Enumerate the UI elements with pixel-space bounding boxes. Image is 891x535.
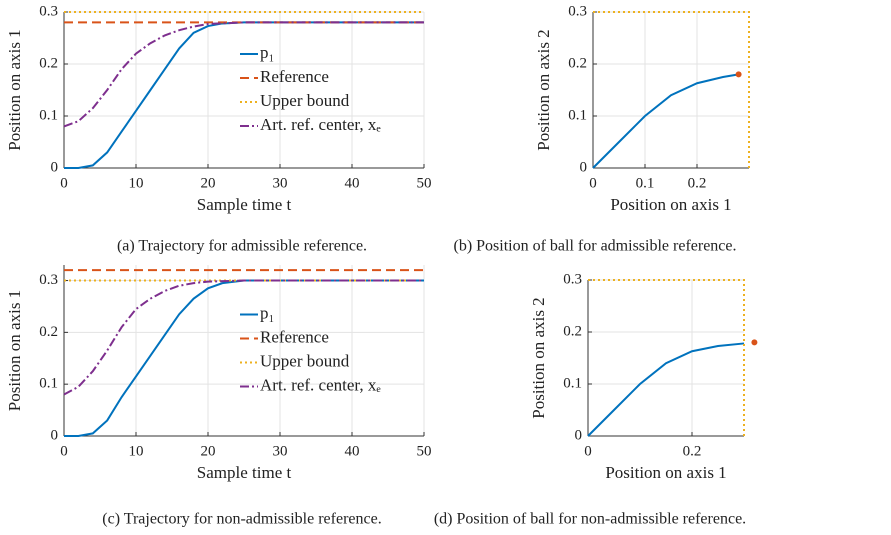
legend-label: p₁ xyxy=(260,303,274,322)
series-line xyxy=(592,73,739,169)
y-axis-label: Position on axis 1 xyxy=(5,29,24,150)
y-tick-label: 0.3 xyxy=(39,3,58,19)
series-line xyxy=(593,11,750,168)
y-axis-label: Position on axis 1 xyxy=(5,290,24,411)
series-line xyxy=(64,279,424,437)
x-tick-label: 30 xyxy=(273,175,288,191)
y-tick-label: 0.2 xyxy=(568,55,587,71)
x-tick-label: 0 xyxy=(60,443,68,459)
x-axis-label: Position on axis 1 xyxy=(610,195,731,214)
legend-label: p₁ xyxy=(260,43,274,62)
x-tick-label: 0 xyxy=(60,175,68,191)
y-tick-label: 0 xyxy=(575,427,583,443)
y-axis-label: Position on axis 2 xyxy=(529,297,548,418)
x-tick-label: 30 xyxy=(273,443,288,459)
y-tick-label: 0.1 xyxy=(39,376,58,392)
x-axis-label: Sample time t xyxy=(197,463,292,482)
y-tick-label: 0.3 xyxy=(568,3,587,19)
series-line xyxy=(64,21,424,169)
y-tick-label: 0.1 xyxy=(39,107,58,123)
legend-label: Upper bound xyxy=(260,351,350,370)
y-tick-label: 0.1 xyxy=(568,107,587,123)
x-tick-label: 0.2 xyxy=(683,443,702,459)
series-line xyxy=(588,279,745,436)
legend-label: Art. ref. center, xₑ xyxy=(260,115,381,134)
y-tick-label: 0.1 xyxy=(563,375,582,391)
x-tick-label: 50 xyxy=(417,443,432,459)
y-tick-label: 0.2 xyxy=(563,323,582,339)
series-line xyxy=(63,279,424,396)
x-tick-label: 40 xyxy=(345,175,360,191)
legend-label: Upper bound xyxy=(260,91,350,110)
x-axis-label: Position on axis 1 xyxy=(605,463,726,482)
y-tick-label: 0.3 xyxy=(39,272,58,288)
y-tick-label: 0.2 xyxy=(39,324,58,340)
caption: (a) Trajectory for admissible reference. xyxy=(117,238,367,255)
x-tick-label: 0 xyxy=(589,175,597,191)
y-tick-label: 0.3 xyxy=(563,271,582,287)
caption: (c) Trajectory for non-admissible refere… xyxy=(102,511,381,528)
x-tick-label: 0 xyxy=(584,443,592,459)
x-tick-label: 50 xyxy=(417,175,432,191)
y-tick-label: 0 xyxy=(580,159,588,175)
x-tick-label: 10 xyxy=(129,443,144,459)
legend-label: Reference xyxy=(260,67,329,86)
x-tick-label: 20 xyxy=(201,443,216,459)
series-line xyxy=(63,21,424,128)
caption: (d) Position of ball for non-admissible … xyxy=(434,511,746,528)
y-tick-label: 0 xyxy=(51,159,59,175)
point xyxy=(751,339,758,346)
y-tick-label: 0 xyxy=(51,427,59,443)
x-tick-label: 40 xyxy=(345,443,360,459)
legend-label: Art. ref. center, xₑ xyxy=(260,375,381,394)
series-line xyxy=(587,342,745,437)
caption: (b) Position of ball for admissible refe… xyxy=(453,238,736,255)
legend-label: Reference xyxy=(260,327,329,346)
y-tick-label: 0.2 xyxy=(39,55,58,71)
x-tick-label: 10 xyxy=(129,175,144,191)
x-tick-label: 20 xyxy=(201,175,216,191)
x-tick-label: 0.2 xyxy=(688,175,707,191)
x-tick-label: 0.1 xyxy=(636,175,655,191)
y-axis-label: Position on axis 2 xyxy=(534,29,553,150)
point xyxy=(735,71,742,78)
x-axis-label: Sample time t xyxy=(197,195,292,214)
